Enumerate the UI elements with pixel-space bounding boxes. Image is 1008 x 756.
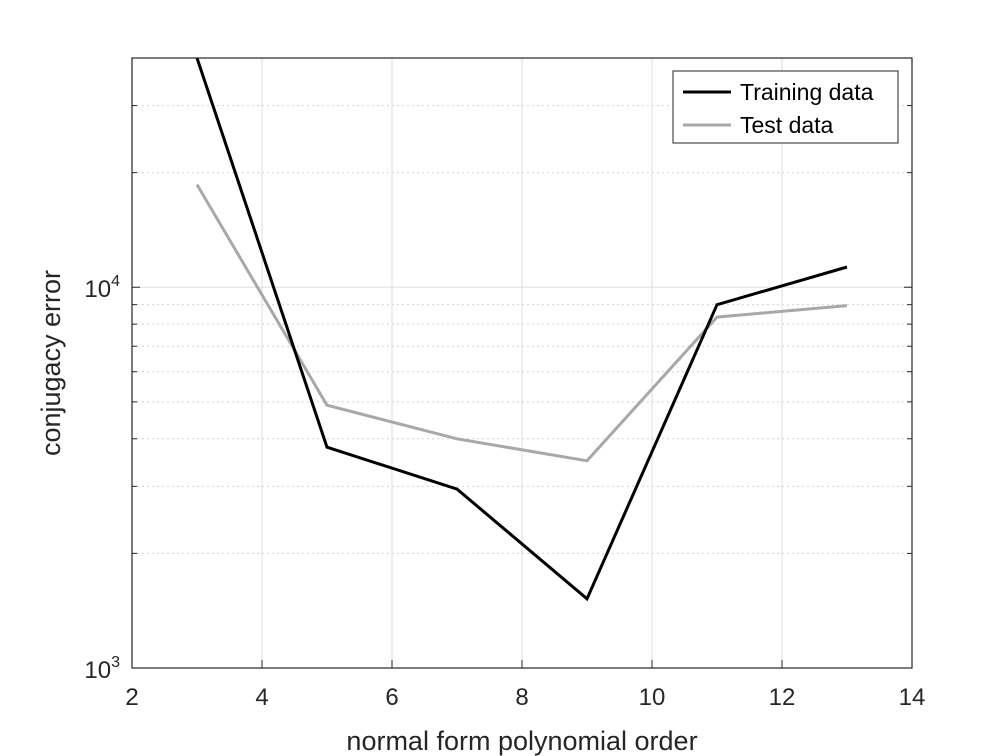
legend-box — [672, 70, 899, 144]
x-tick-label: 14 — [899, 684, 926, 711]
legend: Training data Test data — [672, 70, 899, 144]
series-line-test-data — [195, 183, 848, 463]
x-axis-label: normal form polynomial order — [346, 726, 697, 756]
x-tick-label: 4 — [255, 684, 268, 711]
x-tick-label: 6 — [385, 684, 398, 711]
y-tick-exponent: 3 — [111, 654, 120, 671]
series-lines — [195, 58, 848, 602]
y-axis-label: conjugacy error — [36, 270, 66, 456]
series-line-training-data — [195, 58, 848, 602]
x-tick-label: 10 — [639, 684, 666, 711]
y-tick-exponent: 4 — [111, 273, 120, 290]
legend-label: Training data — [740, 79, 874, 105]
x-tick-label: 12 — [769, 684, 796, 711]
legend-label: Test data — [740, 112, 834, 138]
x-tick-label: 8 — [515, 684, 528, 711]
x-tick-label: 2 — [125, 684, 138, 711]
x-axis: 2 4 6 8 10 12 14 — [125, 660, 925, 711]
